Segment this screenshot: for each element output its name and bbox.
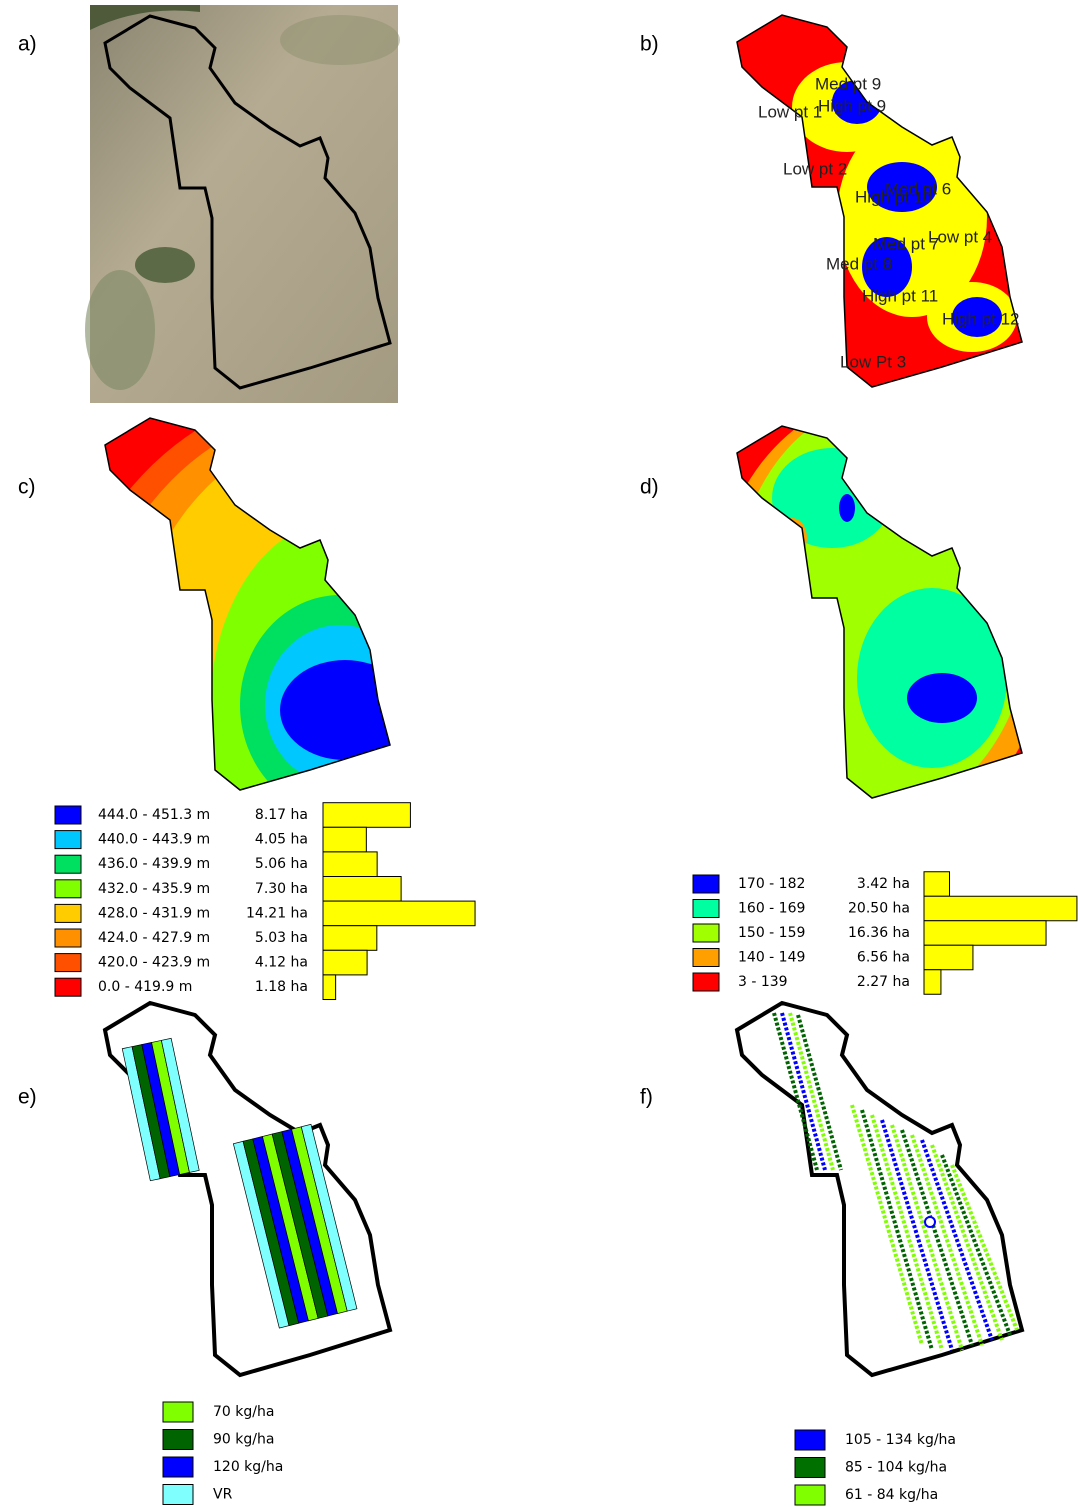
legend-range: 160 - 169: [738, 901, 805, 917]
legend-area: 2.27 ha: [857, 974, 910, 990]
legend-range: 432.0 - 435.9 m: [98, 881, 210, 897]
area-bar: [323, 950, 367, 975]
legend-range: 440.0 - 443.9 m: [98, 832, 210, 848]
figure: a) b) c) d) e) f) Med pt 9 High pt 9 Low…: [0, 0, 1078, 1507]
point-label: High pt 12: [942, 309, 1020, 328]
panel-label: f): [640, 1086, 653, 1109]
point-label: High pt 10: [855, 187, 933, 206]
legend-range: 424.0 - 427.9 m: [98, 930, 210, 946]
legend-range: 90 kg/ha: [213, 1432, 274, 1448]
legend-swatch: [55, 831, 81, 849]
area-bar: [323, 852, 377, 877]
legend-swatch: [693, 924, 719, 942]
legend-swatch: [55, 806, 81, 824]
legend-range: VR: [213, 1487, 233, 1503]
area-bar: [323, 827, 366, 852]
area-bar: [924, 945, 973, 970]
legend-swatch: [693, 900, 719, 918]
point-label: High pt 9: [818, 96, 886, 115]
panel-label: e): [18, 1086, 37, 1109]
legend-range: 420.0 - 423.9 m: [98, 955, 210, 971]
legend-area: 14.21 ha: [246, 905, 308, 921]
legend-swatch: [163, 1430, 193, 1450]
point-label: Low pt 1: [758, 102, 822, 121]
area-bar: [924, 921, 1046, 946]
legend-area: 4.05 ha: [255, 832, 308, 848]
legend-range: 150 - 159: [738, 925, 805, 941]
area-bar: [323, 926, 377, 951]
legend-area: 5.06 ha: [255, 856, 308, 872]
area-bar: [323, 975, 336, 1000]
point-label: Low pt 2: [783, 159, 847, 178]
legend-range: 61 - 84 kg/ha: [845, 1487, 938, 1503]
legend-swatch: [795, 1458, 825, 1478]
legend-swatch: [163, 1457, 193, 1477]
legend-area: 6.56 ha: [857, 950, 910, 966]
legend-area: 20.50 ha: [848, 901, 910, 917]
legend-range: 428.0 - 431.9 m: [98, 905, 210, 921]
legend-range: 436.0 - 439.9 m: [98, 856, 210, 872]
strip-trial-map: [105, 1003, 390, 1375]
area-bar: [924, 970, 941, 995]
legend-range: 85 - 104 kg/ha: [845, 1460, 947, 1476]
legend-swatch: [693, 949, 719, 967]
legend-area: 7.30 ha: [255, 881, 308, 897]
panel-label: c): [18, 476, 36, 499]
area-bar: [924, 896, 1077, 921]
point-label: Med pt 9: [815, 74, 881, 93]
legend-swatch: [693, 875, 719, 893]
area-bar: [323, 877, 401, 902]
legend-swatch: [55, 978, 81, 996]
legend-area: 5.03 ha: [255, 930, 308, 946]
point-label: Low Pt 3: [840, 352, 906, 371]
legend-swatch: [55, 929, 81, 947]
area-bar: [323, 901, 475, 926]
legend-range: 3 - 139: [738, 974, 788, 990]
panel-label: b): [640, 33, 659, 56]
legend-swatch: [55, 954, 81, 972]
applied-rate-map: [737, 1003, 1022, 1375]
legend-swatch: [55, 855, 81, 873]
legend-range: 70 kg/ha: [213, 1404, 274, 1420]
point-label: Low pt 4: [928, 227, 992, 246]
legend-area: 3.42 ha: [857, 876, 910, 892]
panel-label: a): [18, 33, 37, 56]
legend-swatch: [795, 1430, 825, 1450]
legend-area: 4.12 ha: [255, 955, 308, 971]
legend-swatch: [55, 880, 81, 898]
legend-range: 140 - 149: [738, 950, 805, 966]
legend-range: 170 - 182: [738, 876, 805, 892]
legend-swatch: [693, 973, 719, 991]
legend-swatch: [795, 1485, 825, 1505]
area-bar: [924, 872, 950, 897]
yield-map: [712, 398, 1052, 838]
legend-swatch: [163, 1402, 193, 1422]
legend-area: 8.17 ha: [255, 807, 308, 823]
legend-range: 105 - 134 kg/ha: [845, 1432, 956, 1448]
point-label: Med pt 8: [826, 254, 892, 273]
panel-label: d): [640, 476, 659, 499]
point-label: High pt 11: [862, 286, 938, 305]
legend-area: 16.36 ha: [848, 925, 910, 941]
legend-range: 444.0 - 451.3 m: [98, 807, 210, 823]
legend-area: 1.18 ha: [255, 979, 308, 995]
legend-swatch: [55, 904, 81, 922]
aerial-photo: [85, 5, 400, 403]
area-bar: [323, 803, 410, 828]
legend-range: 120 kg/ha: [213, 1459, 283, 1475]
legend-range: 0.0 - 419.9 m: [98, 979, 192, 995]
legend-swatch: [163, 1485, 193, 1505]
